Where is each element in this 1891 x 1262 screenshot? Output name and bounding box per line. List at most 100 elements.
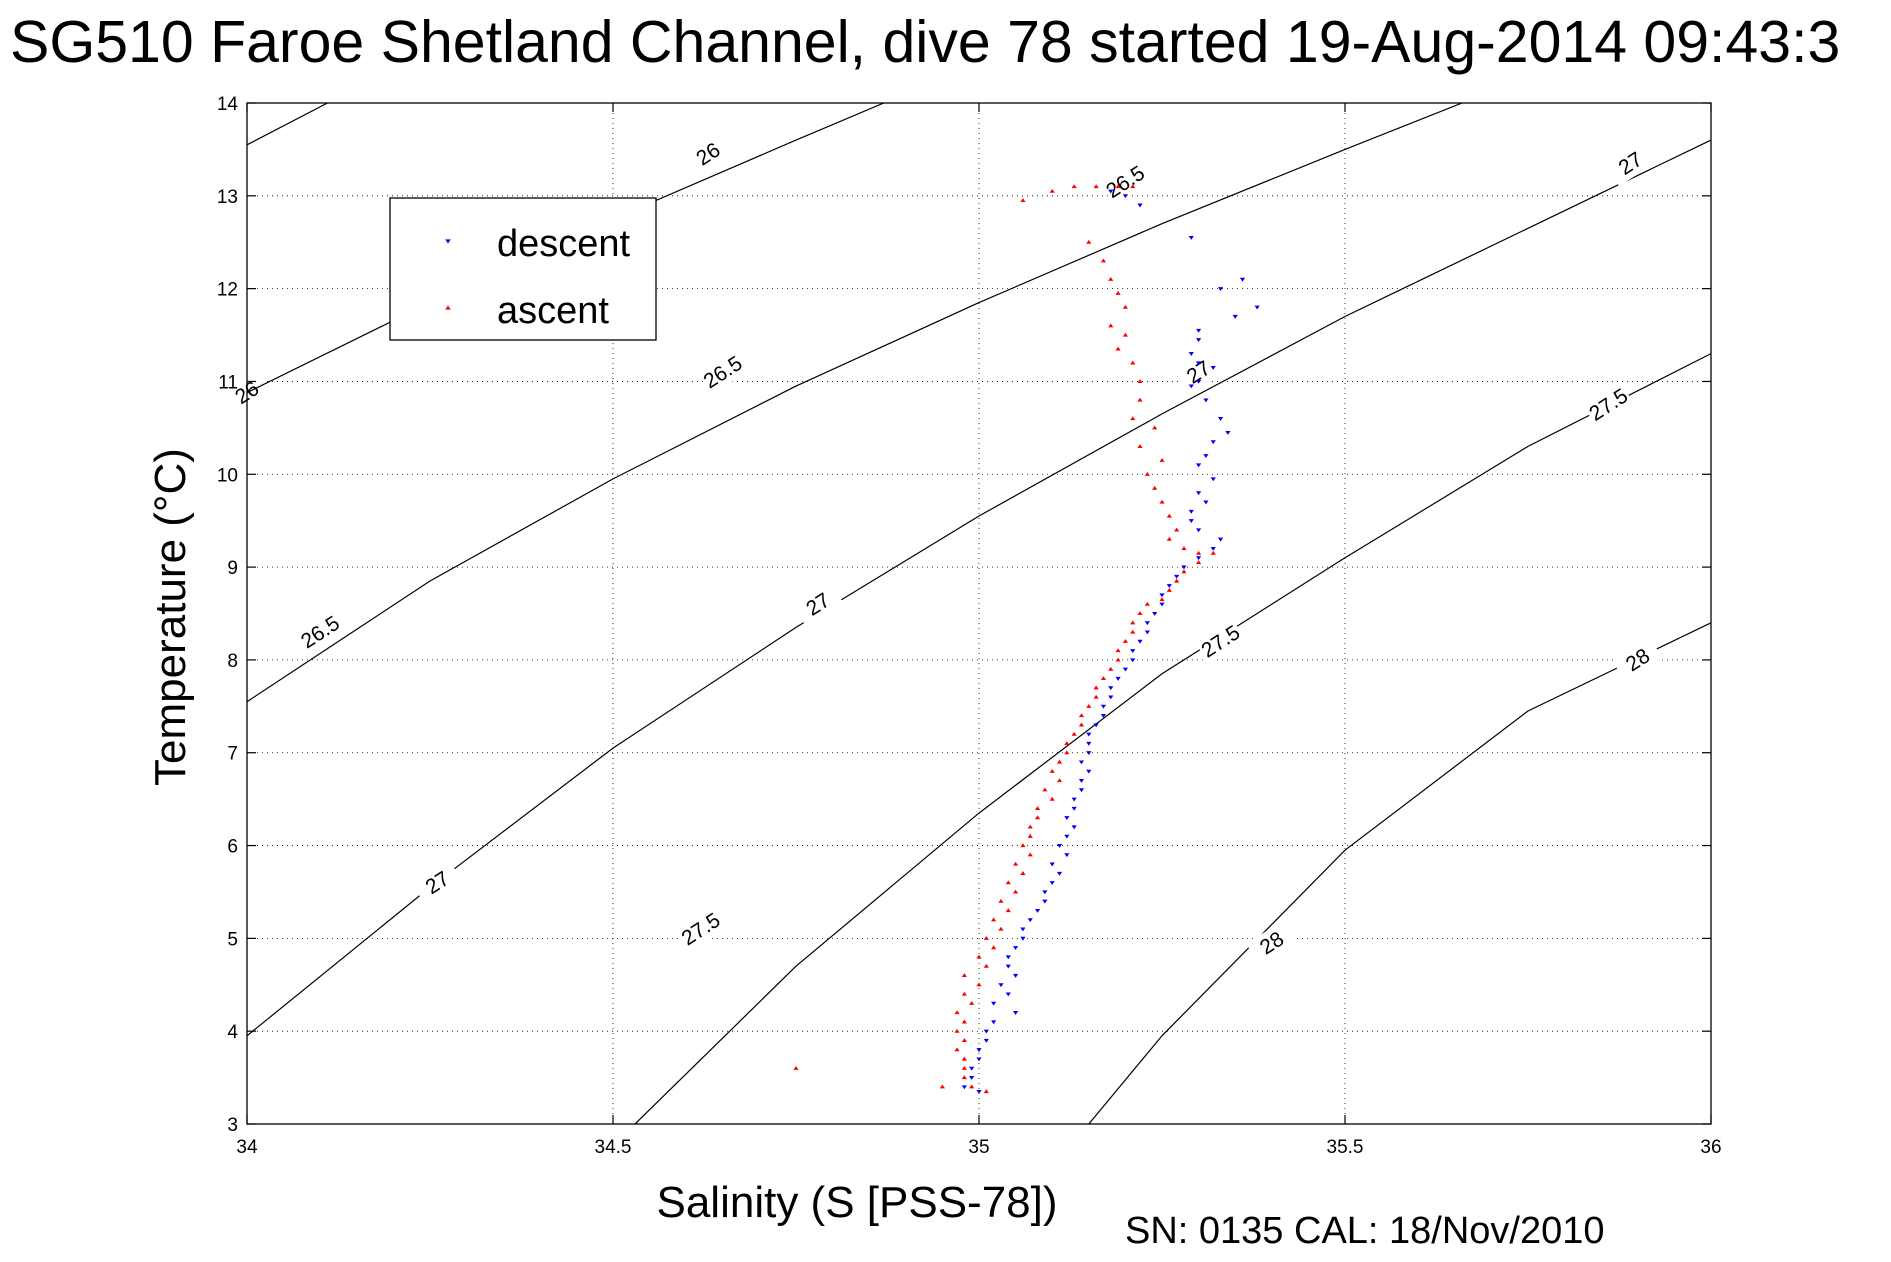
descent-point [991, 1020, 997, 1025]
ascent-point [1115, 648, 1121, 653]
y-tick-label: 12 [217, 280, 238, 301]
descent-point [961, 1085, 967, 1090]
ascent-point [1196, 550, 1202, 555]
ascent-point [1144, 471, 1150, 476]
descent-point [1196, 528, 1202, 533]
ascent-point [1130, 620, 1136, 625]
descent-point [1130, 658, 1136, 663]
descent-point [1144, 621, 1150, 626]
ascent-point [1086, 703, 1092, 708]
ascent-point [1210, 550, 1216, 555]
ascent-point [1071, 731, 1077, 736]
descent-point [1100, 714, 1107, 718]
descent-point [1144, 630, 1150, 635]
y-tick-label: 6 [227, 837, 238, 858]
descent-point [1049, 881, 1055, 886]
ascent-point [1064, 741, 1070, 746]
ascent-point [961, 1065, 967, 1070]
ascent-point [1020, 871, 1026, 875]
x-tick-label: 36 [1700, 1137, 1721, 1158]
contour-label-bg [1582, 381, 1635, 428]
ascent-point [1115, 184, 1121, 189]
contour-label-bg [682, 131, 734, 177]
contour-label-bg [675, 906, 727, 952]
descent-point [983, 1029, 989, 1034]
descent-point [1137, 203, 1143, 208]
descent-point [1232, 314, 1238, 319]
ascent-point [1093, 694, 1099, 699]
contour-label-bg [697, 349, 749, 396]
ascent-point [1130, 360, 1136, 365]
ascent-point [1049, 188, 1055, 193]
density-contour-2 [247, 103, 1463, 703]
descent-point [1188, 384, 1194, 389]
ascent-point [1020, 843, 1026, 848]
y-tick-label: 11 [218, 372, 238, 393]
y-tick-label: 14 [217, 94, 239, 115]
descent-point [1071, 825, 1077, 830]
descent-point [1093, 723, 1099, 728]
ascent-point [1174, 527, 1180, 532]
y-tick-label: 10 [217, 465, 238, 486]
x-tick-label: 35.5 [1327, 1137, 1364, 1158]
ascent-point [1100, 676, 1107, 681]
descent-point [1210, 440, 1216, 445]
descent-point [998, 983, 1004, 988]
descent-point [1042, 890, 1048, 895]
ascent-point [1166, 587, 1172, 592]
ascent-point [991, 945, 997, 950]
descent-point [1115, 676, 1121, 681]
ascent-point [1027, 852, 1033, 857]
ascent-point [1013, 861, 1019, 866]
ascent-point [954, 1028, 960, 1033]
ascent-point [969, 1084, 975, 1089]
ascent-point [969, 1000, 975, 1005]
descent-point [1174, 574, 1180, 579]
ascent-point [1027, 824, 1033, 829]
ascent-point [1166, 536, 1172, 541]
ascent-point [1005, 908, 1011, 913]
ascent-point [1027, 833, 1033, 838]
series-descent [961, 189, 1260, 1094]
y-tick-label: 8 [227, 651, 238, 672]
ascent-point [1122, 304, 1128, 309]
descent-point [1196, 491, 1202, 496]
y-tick-label: 13 [217, 187, 238, 208]
descent-point [1064, 853, 1070, 858]
descent-point [976, 1089, 982, 1094]
descent-point [1188, 509, 1194, 514]
density-contour-5 [1088, 622, 1711, 1124]
y-axis-label: Temperature (°C) [146, 448, 195, 786]
descent-point [1152, 611, 1158, 616]
descent-point [1013, 946, 1019, 950]
descent-point [1056, 871, 1063, 876]
chart-title: SG510 Faroe Shetland Channel, dive 78 st… [10, 9, 1840, 75]
descent-point [1056, 843, 1063, 848]
ascent-point [1152, 485, 1158, 490]
ascent-point [1108, 666, 1114, 671]
x-axis-label: Salinity (S [PSS-78]) [656, 1178, 1057, 1227]
legend-marker-descent [445, 239, 451, 244]
descent-point [1064, 834, 1070, 839]
descent-point [1108, 686, 1114, 691]
ascent-point [961, 991, 967, 996]
y-tick-label: 4 [227, 1022, 238, 1043]
ascent-point [1034, 806, 1041, 810]
descent-point [1196, 463, 1202, 468]
series-ascent [793, 184, 1216, 1094]
ascent-point [1181, 546, 1187, 551]
descent-point [1122, 667, 1128, 672]
contour-label-bg [1246, 920, 1298, 966]
descent-point [1188, 519, 1194, 524]
descent-point [1217, 417, 1224, 421]
ascent-point [1093, 184, 1099, 189]
descent-point [1086, 732, 1092, 737]
descent-point [1188, 236, 1194, 240]
descent-point [1086, 741, 1092, 746]
ascent-point [961, 1038, 967, 1043]
descent-point [1203, 454, 1209, 459]
descent-point [1078, 760, 1085, 765]
legend-label-descent: descent [497, 223, 631, 265]
x-tick-label: 34 [236, 1137, 258, 1158]
